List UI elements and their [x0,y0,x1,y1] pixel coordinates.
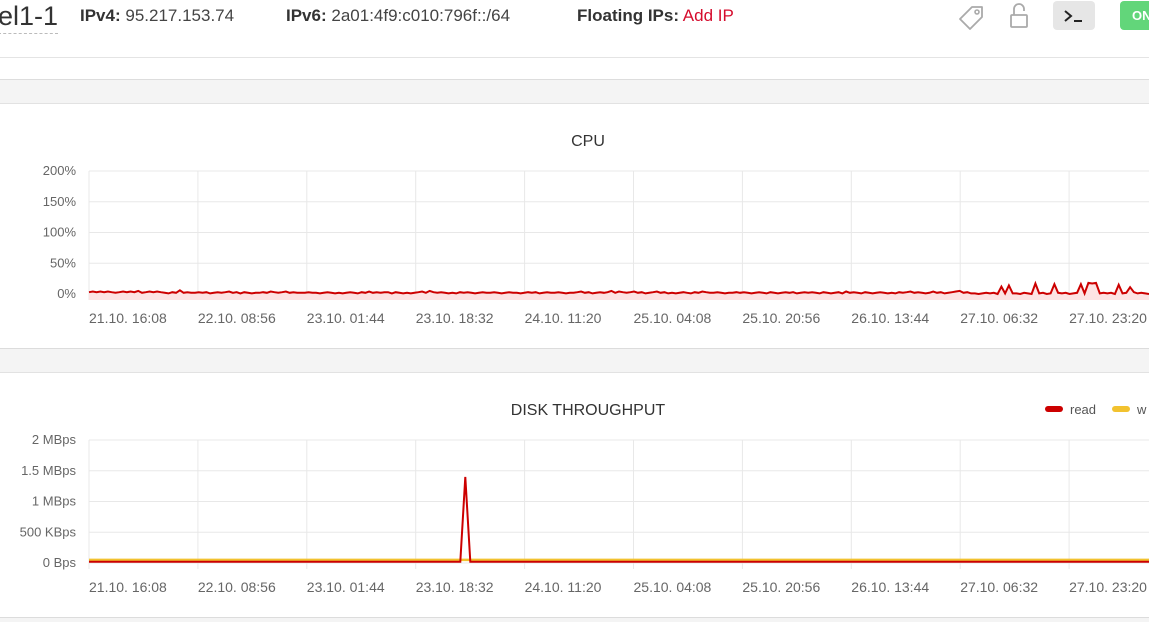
disk-chart-panel: DISK THROUGHPUT read w 2 MBps 1.5 MBps 1 M… [0,372,1149,618]
cpu-chart-panel: CPU 200% 150% 100% 50% 0% 21.10. 16:08 22.10.… [0,103,1149,349]
y-tick-label: 2 MBps [32,432,77,447]
chart-title: CPU [571,133,605,150]
console-icon [1064,9,1082,22]
power-status-button[interactable]: ON [1120,1,1149,30]
tag-icon[interactable] [956,2,986,37]
x-tick-label: 26.10. 13:44 [851,579,929,595]
x-tick-label: 21.10. 16:08 [89,310,167,326]
x-tick-label: 22.10. 08:56 [198,310,276,326]
x-tick-label: 25.10. 20:56 [742,310,820,326]
legend-label-read[interactable]: read [1070,402,1096,417]
ipv4-info: IPv4: 95.217.153.74 [80,5,234,27]
x-tick-label: 24.10. 11:20 [525,579,602,595]
legend-label-write[interactable]: w [1136,402,1147,417]
legend-swatch-write [1112,406,1130,412]
ipv6-label: IPv6: [286,6,327,25]
x-tick-label: 26.10. 13:44 [851,310,929,326]
floating-ips-label: Floating IPs: [577,6,679,25]
legend-swatch-read [1045,406,1063,412]
x-tick-label: 25.10. 20:56 [742,579,820,595]
x-tick-label: 24.10. 11:20 [525,310,602,326]
floating-ips-info: Floating IPs: Add IP [577,5,734,27]
chart-title: DISK THROUGHPUT [511,402,666,419]
y-tick-label: 500 KBps [20,524,77,539]
x-tick-label: 27.10. 23:20 [1069,310,1147,326]
read-series-line [89,476,1149,563]
y-tick-label: 200% [43,163,77,178]
ipv4-label: IPv4: [80,6,121,25]
disk-throughput-chart: DISK THROUGHPUT read w 2 MBps 1.5 MBps 1 M… [20,402,1149,595]
y-tick-label: 1 MBps [32,494,77,509]
y-tick-label: 0 Bps [43,555,77,570]
server-header: el1-1 IPv4: 95.217.153.74 IPv6: 2a01:4f9… [0,0,1149,58]
y-tick-label: 100% [43,225,77,240]
x-tick-label: 25.10. 04:08 [634,579,712,595]
tab-strip [0,58,1149,80]
x-tick-label: 23.10. 18:32 [416,310,494,326]
lock-icon[interactable] [1008,2,1030,37]
console-button[interactable] [1053,1,1095,30]
cpu-chart: CPU 200% 150% 100% 50% 0% 21.10. 16:08 22.10.… [43,133,1149,326]
cpu-area-fill [89,282,1149,300]
x-tick-label: 25.10. 04:08 [634,310,712,326]
x-tick-label: 22.10. 08:56 [198,579,276,595]
x-tick-label: 27.10. 06:32 [960,310,1038,326]
ipv6-info: IPv6: 2a01:4f9:c010:796f::/64 [286,5,510,27]
y-tick-label: 50% [50,255,76,270]
x-tick-label: 23.10. 18:32 [416,579,494,595]
cpu-series-line [88,280,1149,297]
x-tick-label: 23.10. 01:44 [307,310,385,326]
x-tick-label: 27.10. 06:32 [960,579,1038,595]
x-tick-label: 27.10. 23:20 [1069,579,1147,595]
y-tick-label: 0% [57,286,76,301]
server-name[interactable]: el1-1 [0,1,59,34]
y-tick-label: 150% [43,194,77,209]
ipv4-value[interactable]: 95.217.153.74 [125,6,235,25]
y-tick-label: 1.5 MBps [21,463,76,478]
ipv6-value[interactable]: 2a01:4f9:c010:796f::/64 [331,6,511,25]
add-ip-link[interactable]: Add IP [682,6,734,25]
chart-legend: read w [1045,402,1147,417]
x-tick-label: 21.10. 16:08 [89,579,167,595]
x-tick-label: 23.10. 01:44 [307,579,385,595]
